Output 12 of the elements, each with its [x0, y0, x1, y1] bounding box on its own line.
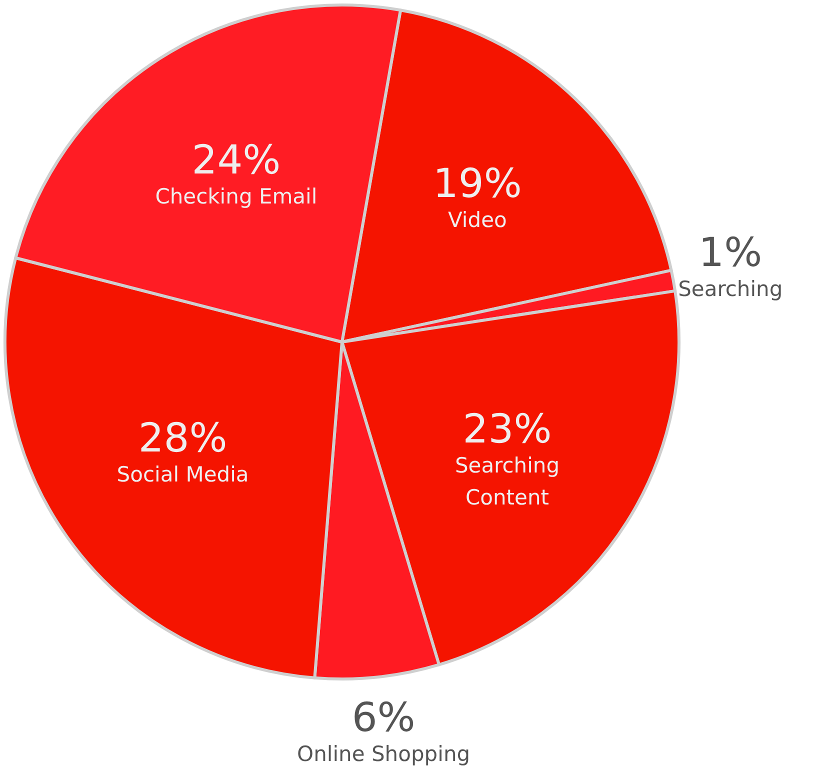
data-label: 6%	[352, 694, 416, 741]
data-label: 28%	[138, 415, 228, 462]
slice-label: Checking Email	[155, 184, 318, 209]
data-label: 1%	[698, 230, 762, 276]
data-label: 24%	[192, 138, 281, 184]
data-label: 19%	[432, 161, 522, 208]
slice-label: Searching	[678, 277, 783, 302]
slice-label: Searching Content	[454, 453, 560, 510]
slice-label: Video	[448, 208, 507, 232]
slice-label: Online Shopping	[297, 742, 470, 766]
slice-label: Social Media	[116, 462, 249, 486]
data-label: 23%	[462, 406, 552, 452]
